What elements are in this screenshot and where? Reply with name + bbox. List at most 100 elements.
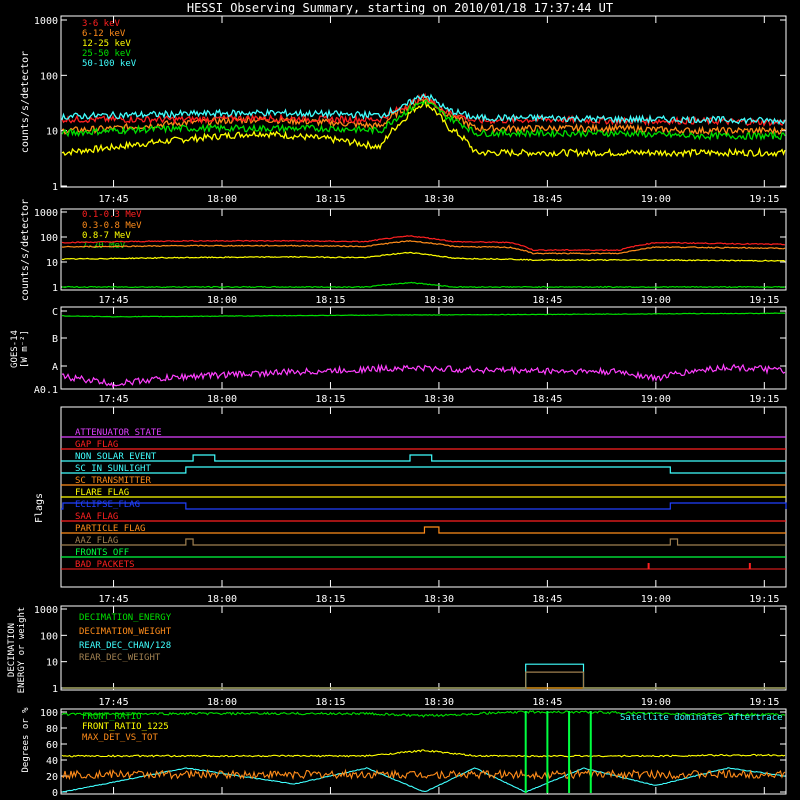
attitude-ytick-label: 60 <box>46 740 58 751</box>
xray-xtick-label: 19:15 <box>749 194 779 205</box>
decimation-series-line <box>62 671 786 689</box>
attitude-frame <box>60 708 787 795</box>
flags-xtick-label: 18:15 <box>315 594 345 605</box>
attitude-series-line <box>61 749 786 758</box>
xray-ytick-label: 10 <box>46 127 58 138</box>
decimation-xtick-label: 17:45 <box>98 697 128 708</box>
gamma-xtick-label: 18:00 <box>207 295 237 306</box>
flag-label: PARTICLE_FLAG <box>75 524 145 534</box>
attitude-annotation: Satellite dominates aftertrace <box>620 713 783 723</box>
xray-series-line <box>61 92 786 127</box>
goes-ytick-label: B <box>52 334 58 345</box>
flags-xtick-label: 19:15 <box>749 594 779 605</box>
xray-ylabel: counts/s/detector <box>20 51 31 153</box>
flag-line <box>61 454 786 462</box>
gamma-legend-0-8-7-mev: 0.8-7 MeV <box>82 231 131 241</box>
xray-series-line <box>61 99 786 142</box>
attitude-series-line <box>61 767 786 793</box>
goes-xtick-label: 17:45 <box>98 394 128 405</box>
goes-ytick-label: A <box>52 362 58 373</box>
flags-ylabel: Flags <box>34 493 45 523</box>
gamma-ytick-label: 1000 <box>34 208 58 219</box>
attitude-ytick-label: 0 <box>52 788 58 799</box>
decimation-xtick-label: 18:45 <box>532 697 562 708</box>
attitude-ytick-label: 100 <box>40 708 58 719</box>
decimation-legend-rear-weight: REAR_DEC_WEIGHT <box>79 653 161 663</box>
goes-ytick-label: C <box>52 307 58 318</box>
flag-label: FRONTS_OFF <box>75 548 129 558</box>
goes-ylabel-top: GOES-14 <box>10 330 20 368</box>
goes-flux-panel: GOES-14 [W m⁻²] A0.1 A B C 17:45 18:00 18:15 18… <box>10 306 787 405</box>
xray-ytick-label: 1000 <box>34 16 58 27</box>
flag-label: GAP_FLAG <box>75 440 118 450</box>
xray-xtick-label: 18:15 <box>315 194 345 205</box>
flag-label: SC_IN_SUNLIGHT <box>75 464 151 474</box>
goes-xtick-label: 19:15 <box>749 394 779 405</box>
flag-line <box>61 538 786 546</box>
decimation-xtick-label: 19:00 <box>641 697 671 708</box>
xray-xtick-label: 19:00 <box>641 194 671 205</box>
decimation-ytick-label: 1 <box>52 684 58 695</box>
goes-xtick-label: 19:00 <box>641 394 671 405</box>
xray-xtick-label: 18:30 <box>424 194 454 205</box>
gamma-ytick-label: 10 <box>46 258 58 269</box>
xray-xtick-label: 18:45 <box>532 194 562 205</box>
gamma-xtick-label: 19:00 <box>641 295 671 306</box>
decimation-ytick-label: 100 <box>40 631 58 642</box>
attitude-legend-max-det-vs-tot: MAX_DET_VS_TOT <box>82 733 158 743</box>
attitude-ytick-label: 80 <box>46 724 58 735</box>
xray-legend-12-25-kev: 12-25 keV <box>82 39 131 49</box>
gamma-xtick-label: 17:45 <box>98 295 128 306</box>
xray-legend-50-100-kev: 50-100 keV <box>82 59 137 69</box>
flags-xtick-label: 17:45 <box>98 594 128 605</box>
xray-ytick-label: 1 <box>52 182 58 193</box>
attitude-series-line <box>61 710 786 718</box>
xray-count-rate-panel: counts/s/detector 3-6 keV 6-12 keV 12-25… <box>20 15 787 205</box>
goes-ylabel-bottom: [W m⁻²] <box>20 330 30 368</box>
decimation-ylabel-top: DECIMATION <box>7 623 17 677</box>
gamma-ytick-label: 100 <box>40 233 58 244</box>
attitude-panel: Degrees or % 0 20 40 60 80 100 <box>21 707 787 799</box>
xray-legend-6-12-kev: 6-12 keV <box>82 29 126 39</box>
decimation-panel: DECIMATION ENERGY or weight DECIMATION_E… <box>7 605 787 708</box>
gamma-xtick-label: 18:15 <box>315 295 345 306</box>
flags-xtick-label: 18:00 <box>207 594 237 605</box>
flag-line <box>61 526 786 534</box>
flag-label: SC_TRANSMITTER <box>75 476 151 486</box>
xray-xtick-label: 18:00 <box>207 194 237 205</box>
gamma-ylabel: counts/s/detector <box>20 199 31 301</box>
decimation-xtick-label: 18:00 <box>207 697 237 708</box>
attitude-ytick-label: 40 <box>46 756 58 767</box>
flag-line <box>61 502 787 510</box>
gamma-series-line <box>61 251 786 262</box>
attitude-ytick-label: 20 <box>46 772 58 783</box>
goes-xtick-label: 18:45 <box>532 394 562 405</box>
xray-legend-3-6-kev: 3-6 keV <box>82 19 121 29</box>
flag-label: ECLIPSE_FLAG <box>75 500 140 510</box>
xray-xtick-label: 17:45 <box>98 194 128 205</box>
goes-series-line <box>62 362 786 389</box>
flags-xtick-label: 19:00 <box>641 594 671 605</box>
goes-ytick-label: A0.1 <box>34 385 58 396</box>
flag-line <box>61 466 786 474</box>
flag-label: FLARE_FLAG <box>75 488 129 498</box>
decimation-ytick-label: 1000 <box>34 605 58 616</box>
gamma-legend-0-1-0-3-mev: 0.1-0.3 MeV <box>82 210 142 220</box>
gamma-legend-0-3-0-8-mev: 0.3-0.8 MeV <box>82 221 142 231</box>
attitude-legend: FRONT_RATIO FRONT_RATIO_1225 MAX_DET_VS_… <box>82 712 783 743</box>
goes-xtick-label: 18:00 <box>207 394 237 405</box>
goes-xtick-label: 18:30 <box>424 394 454 405</box>
xray-frame <box>60 15 787 188</box>
flag-label: ATTENUATOR_STATE <box>75 428 162 438</box>
xray-legend-25-50-kev: 25-50 keV <box>82 49 131 59</box>
decimation-xtick-label: 19:15 <box>749 697 779 708</box>
gamma-xtick-label: 18:45 <box>532 295 562 306</box>
decimation-ylabel-bottom: ENERGY or weight <box>17 607 27 694</box>
flag-label: SAA_FLAG <box>75 512 118 522</box>
decimation-legend-energy: DECIMATION_ENERGY <box>79 613 172 623</box>
xray-series-line <box>61 96 786 136</box>
gamma-xtick-label: 19:15 <box>749 295 779 306</box>
goes-series-line <box>61 312 786 318</box>
flag-label: AAZ_FLAG <box>75 536 118 546</box>
